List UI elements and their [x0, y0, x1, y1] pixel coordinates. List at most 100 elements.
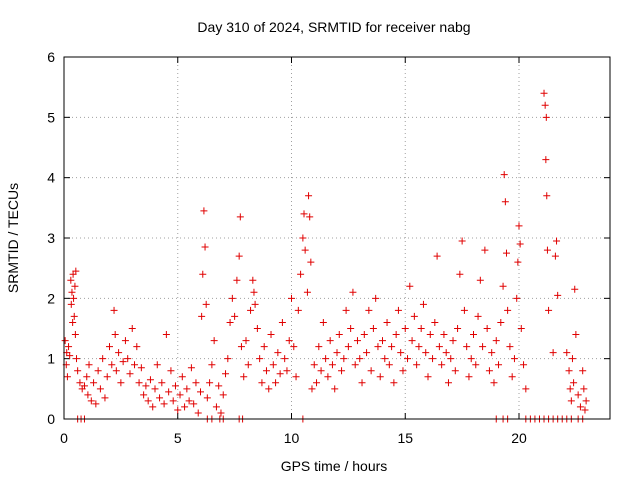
- data-point: [500, 171, 508, 179]
- data-point: [351, 361, 359, 369]
- data-point: [515, 222, 523, 230]
- data-point: [502, 249, 510, 257]
- data-point: [422, 349, 430, 357]
- data-point: [574, 391, 582, 399]
- data-point: [224, 355, 232, 363]
- data-point: [192, 379, 200, 387]
- data-point: [303, 288, 311, 296]
- data-point: [394, 306, 402, 314]
- data-point: [376, 373, 384, 381]
- data-point: [347, 325, 355, 332]
- data-point: [404, 355, 412, 363]
- data-point: [236, 213, 244, 221]
- data-point: [460, 306, 468, 314]
- data-point: [65, 343, 73, 351]
- data-point: [470, 331, 477, 339]
- data-point: [353, 337, 361, 345]
- data-point: [194, 409, 202, 417]
- data-point: [235, 252, 243, 260]
- data-point: [99, 355, 107, 363]
- data-point: [541, 101, 549, 109]
- data-point: [367, 367, 375, 375]
- data-point: [71, 331, 79, 339]
- data-point: [181, 403, 189, 411]
- data-point: [67, 300, 75, 308]
- data-point: [490, 379, 498, 387]
- data-point: [580, 385, 588, 393]
- data-point: [103, 373, 111, 381]
- data-point: [244, 361, 252, 369]
- data-point: [365, 306, 373, 314]
- data-point: [219, 391, 227, 399]
- y-axis-label: SRMTID / TECUs: [5, 183, 21, 293]
- data-point: [72, 267, 80, 275]
- data-point: [381, 355, 389, 363]
- data-point: [176, 391, 184, 399]
- data-point: [508, 373, 516, 381]
- data-point: [217, 409, 225, 417]
- data-point: [510, 355, 518, 363]
- data-point: [215, 382, 223, 390]
- x-tick-label: 10: [284, 430, 300, 446]
- data-point: [438, 361, 446, 369]
- data-point: [379, 337, 386, 345]
- data-point: [397, 349, 405, 357]
- data-point: [467, 355, 475, 363]
- data-point: [185, 397, 193, 405]
- data-point: [85, 361, 93, 369]
- data-point: [315, 343, 323, 351]
- data-point: [401, 325, 409, 332]
- data-point: [101, 394, 109, 402]
- data-point: [476, 276, 484, 284]
- data-point: [96, 385, 104, 393]
- x-axis-label: GPS time / hours: [281, 458, 388, 474]
- data-point: [514, 258, 522, 266]
- data-point: [431, 318, 439, 326]
- data-point: [424, 373, 432, 381]
- data-point: [540, 89, 548, 97]
- data-point: [283, 367, 291, 375]
- data-point: [108, 361, 116, 369]
- data-point: [203, 394, 211, 402]
- data-point: [328, 361, 336, 369]
- data-point: [231, 312, 239, 320]
- data-point: [247, 306, 255, 314]
- data-point: [222, 370, 230, 378]
- data-point: [292, 373, 300, 381]
- data-point: [83, 373, 91, 381]
- data-point: [517, 325, 525, 332]
- data-point: [306, 213, 314, 221]
- y-tick-label: 1: [47, 351, 55, 367]
- data-point: [137, 364, 145, 372]
- data-point: [70, 312, 78, 320]
- data-point: [190, 400, 198, 408]
- x-tick-label: 5: [174, 430, 182, 446]
- data-point: [158, 379, 166, 387]
- data-point: [144, 397, 152, 405]
- data-point: [160, 400, 168, 408]
- data-point: [349, 288, 357, 296]
- data-point: [406, 282, 414, 290]
- data-point: [444, 379, 452, 387]
- data-point: [133, 343, 141, 351]
- data-point: [92, 400, 100, 408]
- data-point: [492, 337, 500, 345]
- data-point: [131, 361, 139, 369]
- data-point: [360, 331, 368, 339]
- data-point: [340, 355, 348, 363]
- data-point: [308, 385, 316, 393]
- data-point: [463, 343, 471, 351]
- data-point: [372, 294, 380, 302]
- data-point: [111, 331, 119, 339]
- data-point: [290, 343, 298, 351]
- data-point: [549, 349, 557, 357]
- data-point: [169, 397, 177, 405]
- data-point: [488, 349, 496, 357]
- y-tick-label: 3: [47, 230, 55, 246]
- data-point: [307, 258, 315, 266]
- data-point: [413, 361, 421, 369]
- y-tick-label: 5: [47, 109, 55, 125]
- data-point: [410, 312, 418, 320]
- data-point: [331, 385, 339, 393]
- data-point: [276, 370, 284, 378]
